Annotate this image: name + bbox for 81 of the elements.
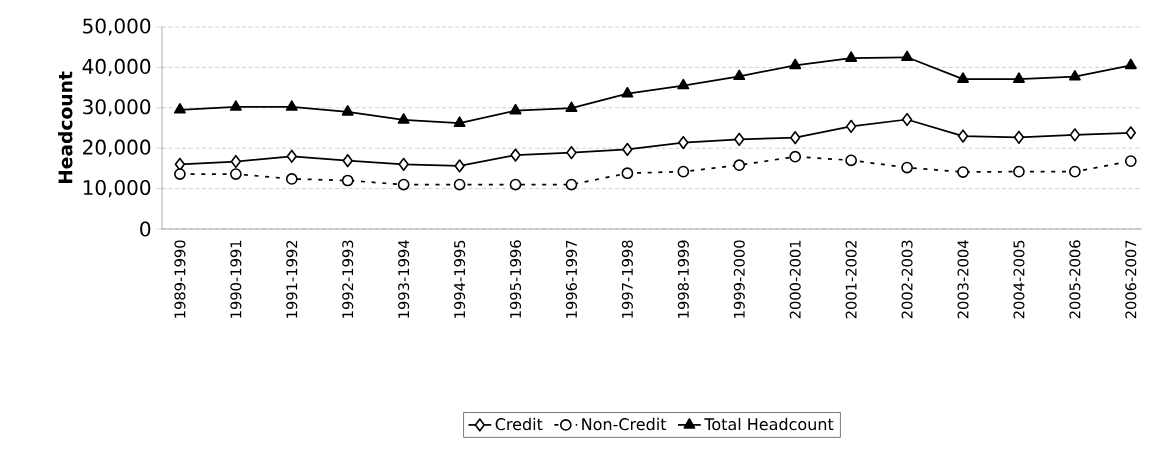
point xyxy=(453,178,466,191)
point xyxy=(901,112,913,127)
point xyxy=(1124,155,1137,167)
y-tick-label: 10,000 xyxy=(83,180,151,198)
point xyxy=(285,173,298,185)
point xyxy=(509,103,522,115)
point xyxy=(1069,128,1081,142)
y-tick-label: 40,000 xyxy=(82,58,151,76)
x-tick-label: 1992-1993 xyxy=(342,240,354,318)
point xyxy=(510,148,521,162)
point xyxy=(845,154,857,167)
point xyxy=(678,135,689,150)
point xyxy=(1069,165,1081,178)
point xyxy=(509,178,522,191)
y-tick-label: 30,000 xyxy=(83,99,151,117)
point xyxy=(845,51,858,62)
legend-label: Total Headcount xyxy=(704,417,834,431)
x-tick-label: 2005-2006 xyxy=(1069,240,1081,319)
x-tick-label: 1990-1991 xyxy=(230,240,242,318)
point xyxy=(341,174,354,187)
point xyxy=(621,167,634,180)
point xyxy=(229,100,242,111)
point xyxy=(621,86,634,98)
point xyxy=(342,154,353,168)
x-tick-label: 2002-2003 xyxy=(901,240,913,319)
point xyxy=(790,131,801,145)
point xyxy=(957,129,969,143)
point xyxy=(1124,58,1137,70)
point xyxy=(677,78,690,90)
point xyxy=(957,72,969,83)
x-tick-label: 1997-1998 xyxy=(621,240,633,318)
x-tick-label: 1989-1990 xyxy=(174,240,186,318)
point xyxy=(789,150,802,163)
point xyxy=(566,145,577,160)
point xyxy=(229,168,242,180)
point xyxy=(565,178,578,191)
x-tick-label: 1999-2000 xyxy=(733,240,745,318)
point xyxy=(174,168,186,180)
point xyxy=(733,69,746,81)
x-tick-label: 2004-2005 xyxy=(1013,240,1025,319)
point xyxy=(1013,165,1025,178)
x-tick-label: 2000-2001 xyxy=(789,240,801,319)
point xyxy=(341,105,354,116)
x-tick-label: 1993-1994 xyxy=(398,240,410,318)
point xyxy=(622,142,633,157)
point xyxy=(845,119,857,134)
point xyxy=(734,132,745,146)
point xyxy=(789,58,802,70)
x-tick-label: 1994-1995 xyxy=(454,240,466,318)
x-tick-label: 1995-1996 xyxy=(509,240,522,318)
x-tick-label: 1998-1999 xyxy=(677,240,689,318)
point xyxy=(901,50,914,62)
legend-label: Non-Credit xyxy=(582,417,667,431)
point xyxy=(173,103,186,114)
legend-label: Credit xyxy=(495,417,543,431)
x-tick-label: 1996-1997 xyxy=(565,240,577,318)
x-tick-label: 2003-2004 xyxy=(957,240,969,319)
point xyxy=(565,101,578,112)
point xyxy=(1013,130,1025,144)
y-tick-label: 50,000 xyxy=(83,18,151,36)
point xyxy=(1068,69,1081,81)
point xyxy=(901,161,913,174)
x-tick-label: 2001-2002 xyxy=(845,240,857,319)
y-tick-label: 0 xyxy=(140,221,151,237)
point xyxy=(957,166,969,178)
point xyxy=(453,116,466,127)
point xyxy=(397,178,410,191)
point xyxy=(1125,126,1137,140)
point xyxy=(454,159,465,173)
point xyxy=(733,159,746,172)
y-axis-title: Headcount xyxy=(58,71,73,184)
point xyxy=(397,113,410,124)
point xyxy=(286,149,297,163)
point xyxy=(677,165,690,178)
x-tick-label: 1991-1992 xyxy=(286,240,298,318)
point xyxy=(1012,72,1025,83)
point xyxy=(285,100,298,111)
x-tick-label: 2006-2007 xyxy=(1125,240,1137,319)
y-tick-label: 20,000 xyxy=(83,139,151,157)
point xyxy=(398,157,409,172)
point xyxy=(230,154,242,169)
